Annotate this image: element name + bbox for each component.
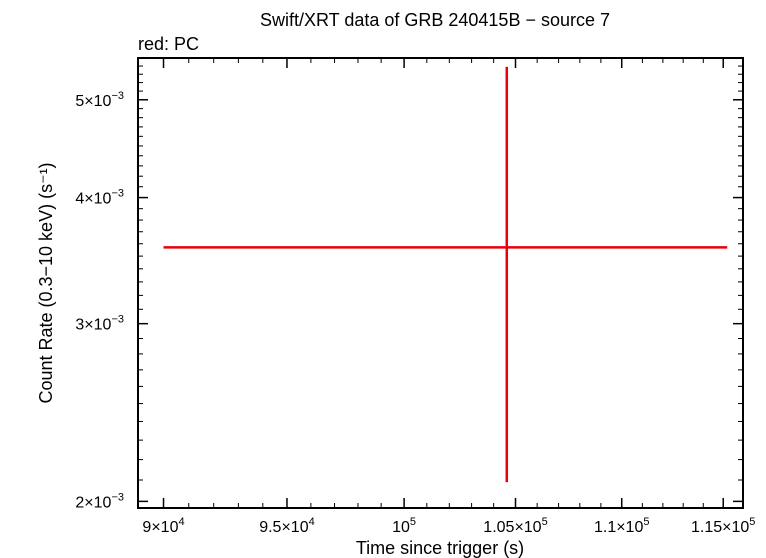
y-tick-label: 4×10−3: [75, 188, 124, 208]
plot-frame: [137, 57, 744, 509]
x-tick-label: 1.15×105: [691, 516, 755, 536]
chart-subtitle: red: PC: [138, 34, 199, 54]
x-tick-label: 1.05×105: [483, 516, 547, 536]
y-axis: 2×10−3 3×10−3 4×10−3 5×10−3: [75, 57, 743, 511]
chart-title: Swift/XRT data of GRB 240415B − source 7: [260, 10, 610, 30]
x-axis-label: Time since trigger (s): [356, 538, 524, 558]
y-axis-label: Count Rate (0.3−10 keV) (s⁻¹): [36, 162, 56, 403]
data-point: [163, 66, 728, 483]
x-tick-label: 1.1×105: [594, 516, 650, 536]
x-axis: 9×104 9.5×104 105 1.05×105 1.1×105 1.15×105: [137, 58, 755, 536]
x-tick-label: 9×104: [142, 516, 184, 536]
series-layer: [163, 66, 728, 483]
x-tick-label: 9.5×104: [259, 516, 315, 536]
y-tick-label: 3×10−3: [75, 314, 124, 334]
x-tick-label: 105: [392, 516, 416, 536]
y-tick-label: 2×10−3: [75, 491, 124, 511]
y-tick-label: 5×10−3: [75, 90, 124, 110]
